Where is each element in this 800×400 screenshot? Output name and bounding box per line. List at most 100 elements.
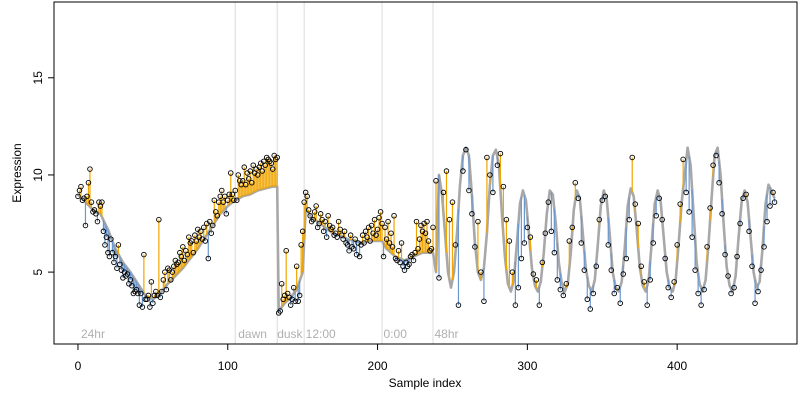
data-point: [674, 242, 680, 248]
data-point: [638, 263, 644, 270]
data-point: [449, 199, 456, 205]
data-point: [207, 218, 213, 225]
data-point: [383, 236, 390, 242]
data-point: [232, 187, 239, 194]
data-point: [245, 176, 252, 182]
data-point: [518, 255, 525, 262]
data-point: [530, 271, 537, 277]
data-point: [593, 263, 600, 270]
data-point: [299, 228, 306, 235]
data-point: [100, 228, 107, 235]
data-point: [148, 279, 155, 285]
data-point: [590, 290, 597, 297]
data-point: [242, 181, 249, 188]
data-point: [310, 216, 316, 223]
data-point: [704, 244, 710, 250]
data-point: [248, 179, 255, 186]
data-point: [296, 292, 303, 299]
data-point: [446, 216, 453, 223]
data-point: [229, 191, 236, 198]
data-point: [269, 166, 276, 172]
data-point: [145, 292, 152, 299]
data-point: [647, 277, 653, 283]
data-point: [346, 247, 352, 254]
y-axis-label: Expression: [10, 143, 24, 202]
data-point: [614, 284, 620, 291]
data-point: [287, 302, 294, 308]
data-point: [478, 269, 484, 275]
data-point: [320, 228, 327, 235]
data-point: [719, 211, 725, 217]
data-point: [181, 257, 188, 264]
data-point: [758, 267, 764, 273]
data-point: [301, 199, 307, 205]
data-point: [611, 290, 617, 297]
data-point: [334, 234, 340, 240]
data-point: [117, 261, 123, 268]
data-point: [716, 179, 722, 186]
data-point: [87, 166, 93, 172]
data-point: [283, 247, 289, 254]
data-point: [575, 195, 582, 202]
data-point: [484, 154, 490, 161]
data-point: [671, 279, 677, 285]
data-point: [380, 253, 387, 260]
data-point: [102, 242, 108, 248]
data-point: [329, 224, 336, 231]
data-point: [293, 263, 300, 270]
data-point: [93, 211, 99, 217]
data-point: [85, 179, 92, 186]
data-point: [617, 300, 623, 306]
x-tick-label: 100: [218, 359, 238, 373]
segment-label: dusk: [277, 327, 303, 341]
data-point: [305, 207, 312, 213]
data-point: [752, 300, 758, 306]
data-point: [623, 255, 629, 262]
data-point: [542, 230, 549, 236]
data-point: [554, 277, 561, 283]
data-point: [551, 249, 558, 256]
data-point: [373, 232, 379, 238]
data-point: [764, 218, 770, 225]
data-point: [222, 193, 228, 200]
x-tick-label: 0: [75, 359, 82, 373]
data-point: [337, 226, 343, 233]
data-point: [440, 189, 447, 196]
data-point: [755, 288, 761, 295]
data-point: [626, 216, 632, 223]
data-point: [214, 212, 221, 219]
data-point: [515, 284, 522, 291]
data-point: [205, 255, 212, 262]
data-point: [311, 209, 318, 215]
data-point: [156, 216, 162, 223]
data-point: [632, 201, 638, 207]
data-point: [115, 242, 122, 248]
data-point: [412, 249, 418, 256]
data-point: [608, 267, 615, 273]
segment-label: 12:00: [306, 327, 336, 341]
data-point: [141, 251, 147, 258]
data-point: [78, 183, 84, 190]
data-point: [138, 290, 144, 297]
data-point: [475, 218, 481, 225]
data-point: [746, 228, 752, 235]
data-point: [728, 290, 734, 297]
data-point: [415, 246, 421, 252]
data-point: [192, 232, 198, 238]
data-point: [382, 224, 388, 231]
data-point: [347, 232, 354, 238]
data-point: [114, 265, 120, 271]
data-point: [274, 154, 280, 161]
data-point: [524, 224, 531, 231]
data-point: [410, 257, 417, 264]
data-point: [163, 286, 170, 293]
data-point: [374, 226, 381, 233]
data-points: [75, 146, 778, 316]
data-point: [367, 238, 373, 244]
data-point: [533, 277, 540, 283]
data-point: [235, 172, 242, 178]
data-point: [169, 269, 176, 275]
data-point: [371, 216, 378, 223]
data-point: [683, 189, 689, 196]
data-point: [82, 222, 89, 229]
